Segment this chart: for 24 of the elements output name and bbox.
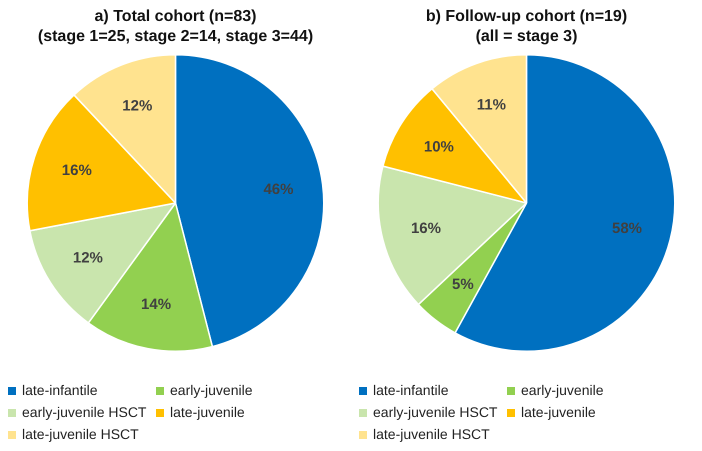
chart-subtitle: (all = stage 3) (474, 28, 578, 46)
data-label: 16% (62, 162, 92, 180)
legend-label: late-juvenile (521, 404, 596, 420)
data-label: 10% (424, 138, 454, 156)
data-label: 58% (612, 220, 642, 237)
chart-title: b) Follow-up cohort (n=19) (424, 8, 628, 26)
data-label: 46% (263, 181, 294, 198)
data-label: 11% (476, 96, 506, 114)
legend-label: early-juvenile (521, 382, 604, 398)
data-label: 5% (452, 276, 474, 294)
data-label: 12% (122, 98, 152, 115)
legend-label: late-juvenile HSCT (373, 426, 490, 442)
legend-label: early-juvenile (170, 382, 252, 398)
legend-label: early-juvenile HSCT (22, 404, 146, 420)
legend-label: late-infantile (22, 382, 98, 398)
legend-label: late-juvenile (170, 404, 245, 420)
legend-label: early-juvenile HSCT (373, 404, 498, 420)
data-label: 12% (72, 250, 103, 267)
data-label: 14% (141, 296, 172, 314)
legend-label: late-infantile (373, 382, 448, 398)
data-label: 16% (410, 220, 441, 237)
legend-label: late-juvenile HSCT (22, 426, 139, 442)
chart-subtitle: (stage 1=25, stage 2=14, stage 3=44) (36, 28, 314, 46)
chart-title: a) Total cohort (n=83) (94, 8, 258, 26)
